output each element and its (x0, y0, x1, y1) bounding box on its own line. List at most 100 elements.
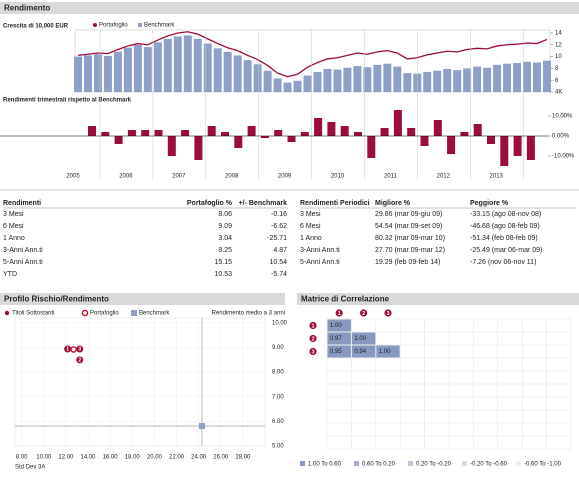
y-tick-label: 10.00% (552, 114, 573, 120)
bar (393, 66, 402, 92)
bar (383, 63, 392, 92)
legend-swatch (516, 461, 521, 466)
bar (213, 48, 222, 92)
table-cell: 6 Mesi (300, 223, 321, 230)
index-badge (309, 321, 317, 330)
corr-cell (327, 332, 351, 345)
corr-value: 1.00 (330, 323, 342, 329)
bar (223, 51, 232, 92)
bar (194, 136, 203, 160)
x-tick-label: 2011 (384, 174, 398, 180)
table-cell: 3-Anni Ann.ti (3, 247, 43, 254)
bar (123, 47, 132, 92)
legend-marker (81, 309, 89, 317)
point (76, 345, 84, 353)
table-cell: -0.16 (271, 211, 287, 218)
x-tick-label: 2007 (172, 174, 186, 180)
bar (354, 132, 362, 136)
bar (127, 130, 136, 136)
table-cell: 9.09 (218, 223, 232, 230)
bar (243, 60, 252, 92)
index-label: 1 (338, 311, 341, 317)
x-tick-label: 12.00 (58, 455, 74, 461)
bar (393, 110, 402, 136)
bar (193, 38, 202, 92)
x-tick-label: 2009 (278, 174, 292, 180)
bar (283, 82, 292, 92)
bar (363, 67, 372, 92)
x-tick-label: 16.00 (103, 455, 119, 461)
corr-value: 0.94 (354, 349, 366, 355)
table-cell: -33.15 (ago 08-nov 08) (470, 211, 541, 218)
bar (141, 130, 150, 136)
table-cell: -7.26 (nov 06-nov 11) (470, 259, 536, 266)
table-header: Portafoglio % (187, 200, 233, 207)
bar (300, 132, 309, 136)
y-tick-label: -10.00% (552, 154, 575, 160)
bar (303, 75, 312, 92)
bar (453, 70, 462, 92)
bar (487, 136, 495, 144)
legend-marker (131, 310, 137, 316)
table-cell: 1 Anno (3, 235, 25, 242)
bar (523, 61, 532, 92)
table-cell: 3 Mesi (3, 211, 24, 218)
bar (460, 132, 469, 136)
legend-label: Titoli Sottostanti (12, 311, 54, 317)
x-tick-label: 2013 (490, 174, 504, 180)
y-tick-label: 9.00 (272, 345, 284, 351)
bar (500, 136, 509, 166)
corr-value: 0.97 (330, 336, 342, 342)
table-cell: 8.25 (218, 247, 232, 254)
x-tick-label: 22.00 (169, 455, 185, 461)
bar (373, 64, 382, 92)
bar (143, 47, 152, 92)
bar (234, 136, 243, 148)
point (70, 346, 77, 353)
point (198, 423, 205, 430)
bar (380, 128, 389, 136)
corr-cell (351, 345, 376, 358)
table-cell: 80.32 (mar 09-mar 10) (375, 235, 445, 242)
y-tick-label: 12 (555, 42, 562, 48)
table-cell: -51.34 (feb 08-feb 09) (470, 235, 538, 242)
legend-swatch (354, 461, 359, 466)
legend-label: -0.20 To -0.60 (470, 462, 508, 468)
bar (103, 55, 112, 92)
table-cell: YTD (3, 271, 17, 278)
bar (274, 130, 283, 136)
x-tick-label: 2010 (331, 174, 345, 180)
bar (433, 120, 442, 136)
bar (101, 132, 110, 136)
table-cell: 4.87 (273, 247, 287, 254)
bar (333, 69, 342, 92)
table-header: +/- Benchmark (239, 200, 288, 207)
bar (533, 62, 542, 92)
bar (88, 126, 96, 136)
bar (473, 66, 482, 92)
header-bar (297, 293, 579, 305)
y-tick-label: 6.00 (272, 419, 284, 425)
index-badge (384, 309, 392, 317)
bar (353, 66, 362, 92)
legend-marker (93, 23, 97, 27)
bar (423, 71, 432, 92)
bar (293, 80, 302, 92)
y-tick-label: 5.00 (272, 444, 284, 450)
x-tick-label: 8.00 (16, 455, 28, 461)
corr-cell (327, 345, 351, 358)
table-cell: -46.68 (ago 08-feb 09) (470, 223, 540, 230)
bar (273, 78, 282, 92)
x-tick-label: 20.00 (147, 455, 163, 461)
bar (253, 64, 262, 92)
y-tick-label: 10 (555, 54, 562, 60)
bar (233, 55, 242, 92)
table-header: Migliore % (375, 200, 411, 207)
bar (327, 122, 336, 136)
table-cell: 5-Anni Ann.ti (300, 259, 340, 266)
plot-frame (14, 317, 266, 447)
y-tick-label: 4K (555, 90, 562, 96)
x-tick-label: 10.00 (36, 455, 52, 461)
bar (183, 35, 192, 92)
table-cell: 27.70 (mar 09-mar 12) (375, 247, 445, 254)
